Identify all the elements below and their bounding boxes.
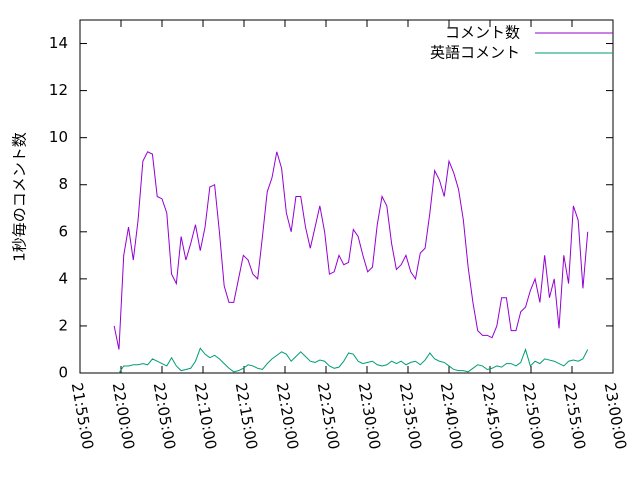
x-tick-label: 22:40:00 <box>437 381 466 450</box>
x-tick-label: 22:55:00 <box>560 381 589 450</box>
y-tick-label: 12 <box>49 81 68 99</box>
y-axis-label: 1秒毎のコメント数 <box>11 132 29 262</box>
y-tick-label: 8 <box>58 175 68 193</box>
y-tick-label: 6 <box>58 222 68 240</box>
x-tick-label: 22:05:00 <box>150 381 179 450</box>
x-tick-label: 22:35:00 <box>396 381 425 450</box>
legend-label: 英語コメント <box>430 44 520 62</box>
x-tick-label: 22:15:00 <box>232 381 261 450</box>
x-tick-label: 22:10:00 <box>191 381 220 450</box>
y-tick-label: 4 <box>58 269 68 287</box>
x-tick-label: 22:25:00 <box>314 381 343 450</box>
series-line <box>113 151 589 350</box>
x-tick-label: 22:50:00 <box>519 381 548 450</box>
legend-label: コメント数 <box>445 24 520 42</box>
y-tick-label: 14 <box>49 34 68 52</box>
x-tick-label: 22:30:00 <box>355 381 384 450</box>
x-tick-label: 22:20:00 <box>273 381 302 450</box>
x-tick-label: 21:55:00 <box>68 381 97 450</box>
y-tick-label: 2 <box>58 316 68 334</box>
x-tick-label: 22:00:00 <box>109 381 138 450</box>
series-line <box>118 347 589 374</box>
plot-border <box>79 19 614 374</box>
y-tick-label: 10 <box>49 128 68 146</box>
x-tick-label: 23:00:00 <box>601 381 630 450</box>
x-tick-label: 22:45:00 <box>478 381 507 450</box>
y-tick-label: 0 <box>58 364 68 382</box>
